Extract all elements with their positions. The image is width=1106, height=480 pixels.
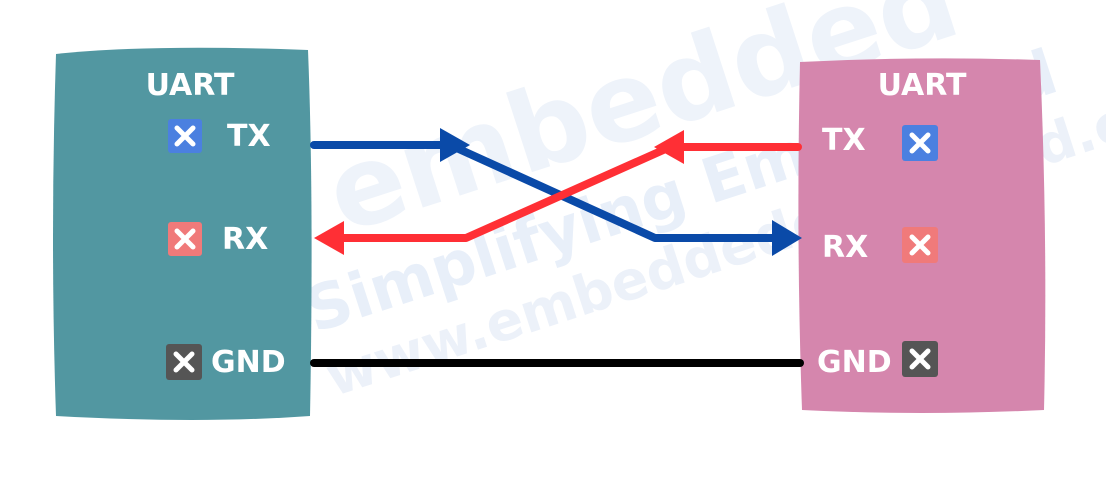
right-gnd-pin: GND <box>817 341 938 380</box>
left-gnd-label: GND <box>211 345 286 380</box>
close-icon <box>173 351 195 373</box>
tx-wire-arrowhead-mid <box>440 128 470 162</box>
left-device-title: UART <box>146 68 235 103</box>
close-icon <box>174 228 196 250</box>
right-tx-pin: TX <box>822 123 938 161</box>
close-icon <box>174 125 196 147</box>
close-icon <box>909 234 931 256</box>
right-rx-pin: RX <box>822 227 938 265</box>
wires <box>310 128 804 367</box>
left-rx-label: RX <box>222 222 268 257</box>
tx-wire-arrowhead-end <box>772 220 802 256</box>
close-icon <box>909 132 931 154</box>
right-tx-label: TX <box>822 123 866 158</box>
left-gnd-pin: GND <box>166 344 286 380</box>
rx-from-tx-wire <box>326 143 802 242</box>
right-device-title: UART <box>878 68 967 103</box>
close-icon <box>909 348 931 370</box>
right-uart-device: UART TX RX GND <box>798 58 1046 414</box>
rx-wire-arrowhead-end <box>314 221 344 255</box>
tx-to-rx-wire <box>310 141 786 242</box>
left-rx-pin: RX <box>168 222 268 257</box>
left-tx-pin: TX <box>168 119 271 154</box>
left-uart-device: UART TX RX GND <box>53 47 312 420</box>
right-rx-label: RX <box>822 230 868 265</box>
left-tx-label: TX <box>227 119 271 154</box>
rx-wire-arrowhead-mid <box>654 130 684 164</box>
right-gnd-label: GND <box>817 345 892 380</box>
